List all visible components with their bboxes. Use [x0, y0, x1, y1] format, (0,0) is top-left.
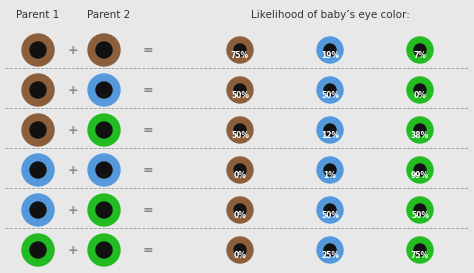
Text: =: =: [143, 203, 153, 216]
Text: 0%: 0%: [234, 211, 246, 220]
Text: 19%: 19%: [321, 51, 339, 60]
Circle shape: [96, 242, 112, 258]
Circle shape: [414, 44, 426, 56]
Text: 0%: 0%: [234, 251, 246, 260]
Circle shape: [227, 157, 253, 183]
Circle shape: [407, 77, 433, 103]
Text: 12%: 12%: [321, 131, 339, 140]
Text: 50%: 50%: [231, 91, 249, 100]
Circle shape: [30, 42, 46, 58]
Circle shape: [22, 34, 54, 66]
Text: 0%: 0%: [234, 171, 246, 180]
Circle shape: [234, 204, 246, 216]
Circle shape: [30, 242, 46, 258]
Text: Parent 1: Parent 1: [17, 10, 60, 20]
Text: 1%: 1%: [324, 171, 337, 180]
Circle shape: [317, 237, 343, 263]
Circle shape: [324, 164, 336, 176]
Text: 99%: 99%: [411, 171, 429, 180]
Text: +: +: [68, 164, 78, 177]
Circle shape: [96, 82, 112, 98]
Circle shape: [88, 34, 120, 66]
Circle shape: [317, 197, 343, 223]
Circle shape: [227, 117, 253, 143]
Circle shape: [317, 157, 343, 183]
Text: 50%: 50%: [231, 131, 249, 140]
Text: 75%: 75%: [231, 51, 249, 60]
Circle shape: [324, 244, 336, 256]
Circle shape: [234, 244, 246, 256]
Text: +: +: [68, 84, 78, 96]
Circle shape: [317, 77, 343, 103]
Circle shape: [414, 204, 426, 216]
Circle shape: [324, 124, 336, 136]
Circle shape: [414, 84, 426, 96]
Circle shape: [96, 122, 112, 138]
Circle shape: [88, 114, 120, 146]
Circle shape: [407, 117, 433, 143]
Text: =: =: [143, 43, 153, 57]
Circle shape: [234, 164, 246, 176]
Circle shape: [96, 42, 112, 58]
Circle shape: [407, 197, 433, 223]
Text: 50%: 50%: [321, 211, 339, 220]
Text: Parent 2: Parent 2: [87, 10, 131, 20]
Circle shape: [407, 237, 433, 263]
Circle shape: [88, 194, 120, 226]
Circle shape: [227, 197, 253, 223]
Circle shape: [227, 77, 253, 103]
Text: +: +: [68, 203, 78, 216]
Circle shape: [96, 202, 112, 218]
Circle shape: [414, 244, 426, 256]
Text: 50%: 50%: [411, 211, 429, 220]
Circle shape: [407, 157, 433, 183]
Circle shape: [317, 117, 343, 143]
Circle shape: [22, 194, 54, 226]
Circle shape: [22, 114, 54, 146]
Circle shape: [407, 37, 433, 63]
Text: +: +: [68, 43, 78, 57]
Circle shape: [317, 37, 343, 63]
Text: 7%: 7%: [413, 51, 427, 60]
Circle shape: [88, 234, 120, 266]
Circle shape: [22, 154, 54, 186]
Circle shape: [227, 37, 253, 63]
Text: 0%: 0%: [413, 91, 427, 100]
Circle shape: [414, 124, 426, 136]
Circle shape: [30, 162, 46, 178]
Circle shape: [88, 74, 120, 106]
Circle shape: [22, 234, 54, 266]
Circle shape: [30, 202, 46, 218]
Text: =: =: [143, 84, 153, 96]
Text: 50%: 50%: [321, 91, 339, 100]
Text: 75%: 75%: [411, 251, 429, 260]
Circle shape: [234, 84, 246, 96]
Text: +: +: [68, 123, 78, 136]
Text: 25%: 25%: [321, 251, 339, 260]
Text: 38%: 38%: [411, 131, 429, 140]
Circle shape: [30, 122, 46, 138]
Circle shape: [324, 84, 336, 96]
Circle shape: [88, 154, 120, 186]
Circle shape: [30, 82, 46, 98]
Circle shape: [324, 44, 336, 56]
Circle shape: [227, 237, 253, 263]
Text: +: +: [68, 244, 78, 257]
Text: Likelihood of baby’s eye color:: Likelihood of baby’s eye color:: [251, 10, 410, 20]
Circle shape: [234, 44, 246, 56]
Circle shape: [234, 124, 246, 136]
Circle shape: [96, 162, 112, 178]
Text: =: =: [143, 164, 153, 177]
Text: =: =: [143, 244, 153, 257]
Circle shape: [22, 74, 54, 106]
Circle shape: [324, 204, 336, 216]
Circle shape: [414, 164, 426, 176]
Text: =: =: [143, 123, 153, 136]
